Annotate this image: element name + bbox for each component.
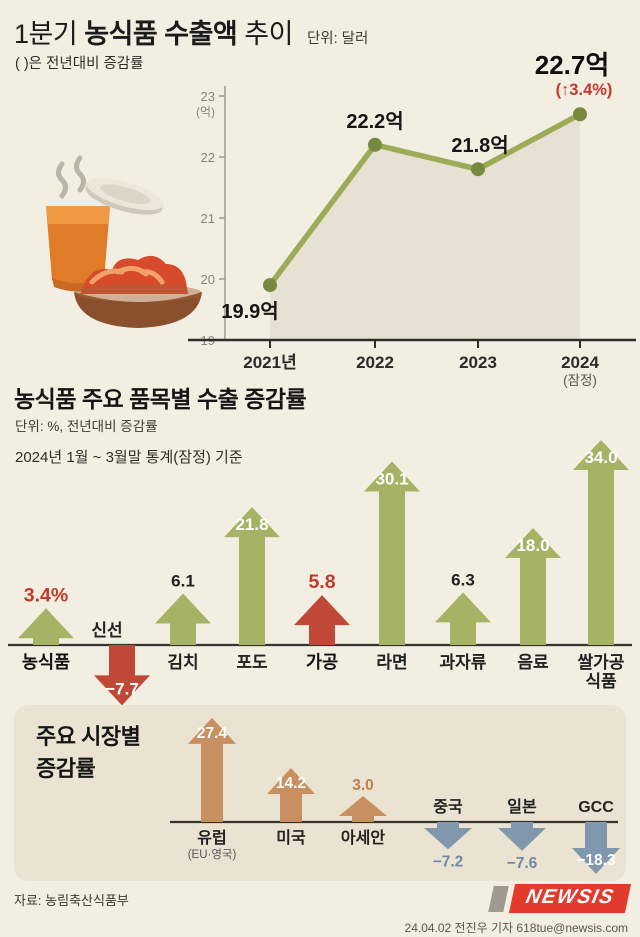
item-value: 21.8 <box>235 515 268 534</box>
title-bold: 농식품 수출액 <box>84 19 238 49</box>
x-tick-label: 2022 <box>356 353 394 372</box>
market-label: 아세안 <box>341 829 385 847</box>
item-arrow-7 <box>435 592 491 645</box>
title-tail: 추이 <box>244 19 293 49</box>
item-change-arrow-chart: 3.4% 농식품 −7.7 신선 6.1 김치 21.8 포도 5.8 가공 30.1 라면 6.3 과자… <box>8 440 632 706</box>
market-sublabel: (EU·영국) <box>188 848 237 861</box>
item-label: 라면 <box>376 653 407 672</box>
market-value: 3.0 <box>352 777 374 794</box>
item-label: 음료 <box>517 653 549 672</box>
y-tick-label: 23 <box>201 89 215 104</box>
item-label: 신선 <box>91 621 122 640</box>
item-value: 6.3 <box>451 570 475 589</box>
item-arrow-6 <box>364 461 420 645</box>
market-arrow-4 <box>424 822 472 850</box>
market-value: 14.2 <box>276 775 306 792</box>
item-arrow-9 <box>573 440 629 645</box>
newsis-logo: NEWSIS <box>488 884 632 913</box>
data-point <box>573 107 587 122</box>
market-change-arrow-chart: 27.4 유럽(EU·영국) 14.2 미국 3.0 아세안 −7.2 중국 −7.6 일본 −18… <box>170 717 620 874</box>
title-light: 1분기 <box>14 19 78 49</box>
item-value: 5.8 <box>308 571 335 593</box>
page-title: 1분기 농식품 수출액 추이 단위: 달러 <box>14 12 368 51</box>
item-value: 18.0 <box>516 536 549 555</box>
point-label: 22.2억 <box>346 110 403 133</box>
x-tick-label: 2024 <box>561 353 599 372</box>
market-value: −7.6 <box>507 855 538 872</box>
market-label: GCC <box>578 799 614 816</box>
item-value: 34.0 <box>584 448 617 467</box>
trend-line <box>267 111 583 288</box>
section2-title: 농식품 주요 품목별 수출 증감률 <box>14 386 307 412</box>
y-tick-label: 22 <box>201 150 215 165</box>
item-arrow-8 <box>505 528 561 645</box>
item-label: 쌀가공 <box>578 653 625 672</box>
market-label: 중국 <box>433 798 463 816</box>
item-label: 포도 <box>236 653 268 672</box>
change-note: ( )은 전년대비 증감률 <box>15 56 144 72</box>
kimchi-icon <box>80 255 188 294</box>
y-unit-label: (억) <box>196 105 215 119</box>
market-arrow-2 <box>267 768 315 822</box>
point-label: 21.8억 <box>451 134 508 157</box>
market-label: 미국 <box>276 829 306 847</box>
market-label: 일본 <box>507 798 537 816</box>
market-value: 27.4 <box>197 725 228 742</box>
section3-title: 주요 시장별 증감률 <box>36 724 141 781</box>
x-tick-label: 2021년 <box>243 353 296 372</box>
market-arrow-3 <box>339 796 387 822</box>
market-arrow-1 <box>188 717 236 822</box>
bowl-icon <box>74 284 202 328</box>
item-value: 30.1 <box>375 469 408 488</box>
market-value: −18.3 <box>576 852 616 869</box>
logo-flag-icon <box>488 885 509 912</box>
x-tick-label: 2023 <box>459 353 497 372</box>
item-label: 농식품 <box>22 652 70 672</box>
data-point <box>263 278 277 293</box>
market-arrow-6 <box>572 822 620 874</box>
source-note: 자료: 농림축산식품부 <box>14 893 129 908</box>
point-label: 19.9억 <box>221 300 278 323</box>
item-label: 과자류 <box>440 653 487 672</box>
y-tick-label: 21 <box>201 211 215 226</box>
cup-lid-icon <box>85 178 164 215</box>
section2-unit: 단위: %, 전년대비 증감률 <box>15 419 158 434</box>
line-area-fill <box>270 114 580 340</box>
item-value: 3.4% <box>24 584 68 606</box>
item-label: 가공 <box>306 652 338 672</box>
item-label: 식품 <box>585 672 617 691</box>
item-label: 김치 <box>167 653 198 672</box>
item-arrow-4 <box>224 507 280 645</box>
x-tick-sublabel: (잠정) <box>563 373 597 388</box>
data-point <box>471 162 485 177</box>
point-label: 22.7억 <box>535 50 610 80</box>
market-label: 유럽 <box>197 829 226 847</box>
market-value: −7.2 <box>433 853 464 870</box>
ramen-kimchi-illustration <box>46 155 202 328</box>
item-value: 6.1 <box>171 571 195 590</box>
logo-wordmark: NEWSIS <box>509 884 632 913</box>
item-arrow-1 <box>18 608 74 645</box>
market-panel: 주요 시장별 증감률 <box>14 705 626 881</box>
item-value: −7.7 <box>105 679 139 698</box>
item-arrow-5 <box>294 595 350 645</box>
point-change-label: (↑3.4%) <box>556 81 613 99</box>
ramen-cup-icon <box>46 206 110 292</box>
section2-basis: 2024년 1월 ~ 3월말 통계(잠정) 기준 <box>15 449 243 466</box>
item-arrow-3 <box>155 593 211 645</box>
item-arrow-2 <box>94 645 150 706</box>
unit-label: 단위: 달러 <box>306 31 369 47</box>
data-point <box>368 137 382 152</box>
y-tick-label: 20 <box>201 272 215 287</box>
market-arrow-5 <box>498 822 546 851</box>
steam-icon <box>56 155 86 199</box>
byline: 24.04.02 전진우 기자 618tue@newsis.com <box>404 921 628 935</box>
